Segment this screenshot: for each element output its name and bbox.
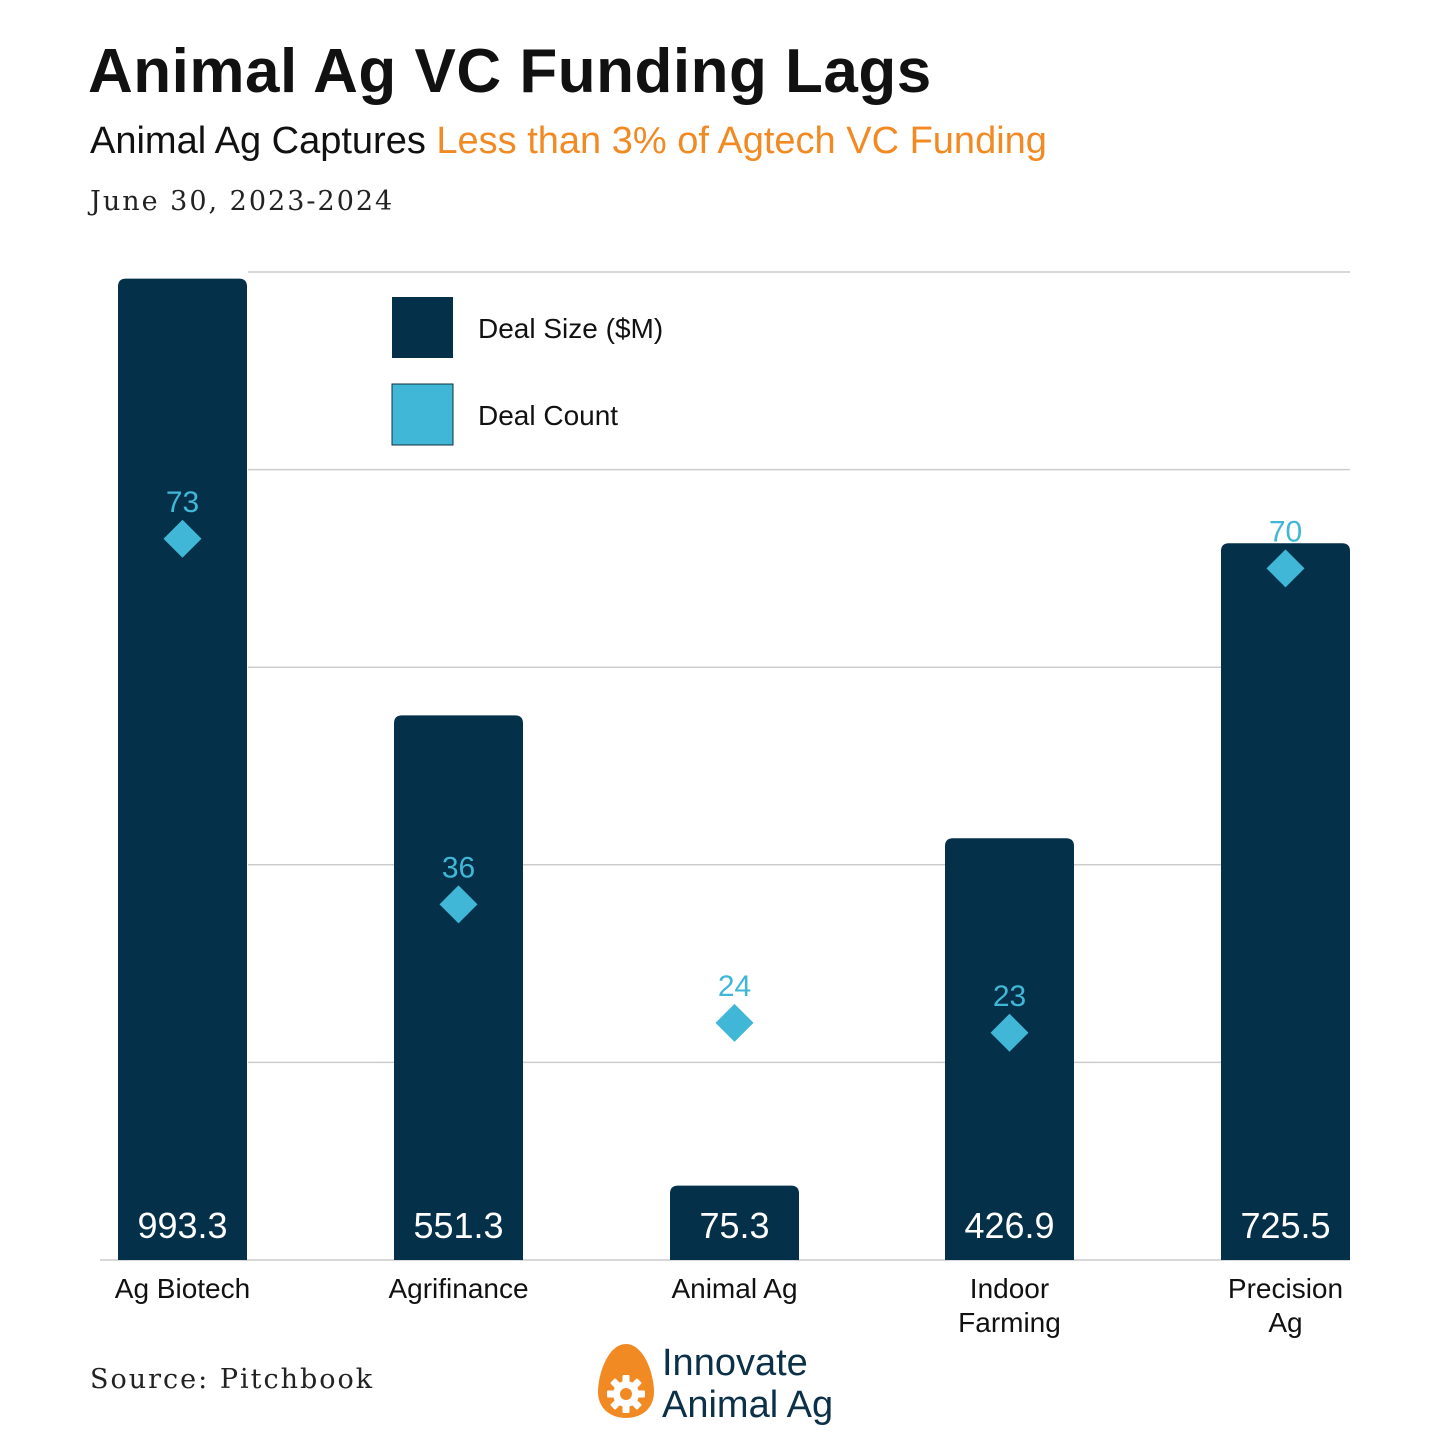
logo-line-1: Innovate: [662, 1342, 808, 1384]
chart-title: Animal Ag VC Funding Lags: [88, 37, 932, 106]
subtitle-lead: Animal Ag Captures: [90, 120, 437, 162]
bar-ag-biotech: [118, 278, 247, 1260]
deal-count-marker: [1266, 549, 1305, 588]
deal-count-label: 24: [718, 970, 751, 1003]
deal-count-label: 73: [166, 486, 199, 519]
deal-count-label: 70: [1269, 515, 1302, 548]
bar-animal-ag: [670, 1185, 799, 1260]
bar-value-label: 75.3: [699, 1205, 769, 1246]
source-note: Source: Pitchbook: [90, 1364, 375, 1395]
bar-value-label: 426.9: [964, 1205, 1054, 1246]
category-label: Agrifinance: [388, 1273, 528, 1304]
bar-value-label: 725.5: [1240, 1205, 1330, 1246]
deal-count-marker: [439, 885, 478, 924]
deal-count-label: 23: [993, 980, 1026, 1013]
legend-label-deal-count: Deal Count: [478, 400, 618, 431]
category-label: Farming: [958, 1307, 1061, 1338]
category-label: Precision: [1228, 1273, 1343, 1304]
category-label: Animal Ag: [671, 1273, 797, 1304]
subtitle-highlight: Less than 3% of Agtech VC Funding: [436, 120, 1047, 162]
bar-value-label: 551.3: [413, 1205, 503, 1246]
deal-count-marker: [990, 1013, 1029, 1052]
deal-count-label: 36: [442, 851, 475, 884]
bar-value-label: 993.3: [137, 1205, 227, 1246]
brand-logo: Innovate Animal Ag: [596, 1342, 896, 1432]
deal-count-marker: [715, 1003, 754, 1042]
date-range: June 30, 2023-2024: [90, 186, 395, 217]
bar-precision-ag: [1221, 543, 1350, 1260]
legend-swatch-deal-count: [391, 383, 454, 446]
bar-agrifinance: [394, 715, 523, 1260]
legend-swatch-deal-size: [392, 297, 453, 358]
category-label: Indoor: [970, 1273, 1049, 1304]
logo-line-2: Animal Ag: [662, 1384, 834, 1426]
egg-gear-icon: [598, 1344, 654, 1418]
legend-label-deal-size: Deal Size ($M): [478, 313, 663, 344]
category-label: Ag: [1268, 1307, 1302, 1338]
chart-subtitle: Animal Ag Captures Less than 3% of Agtec…: [90, 120, 1047, 163]
logo-wordmark: Innovate Animal Ag: [662, 1342, 833, 1426]
category-label: Ag Biotech: [115, 1273, 250, 1304]
deal-count-marker: [163, 519, 202, 558]
